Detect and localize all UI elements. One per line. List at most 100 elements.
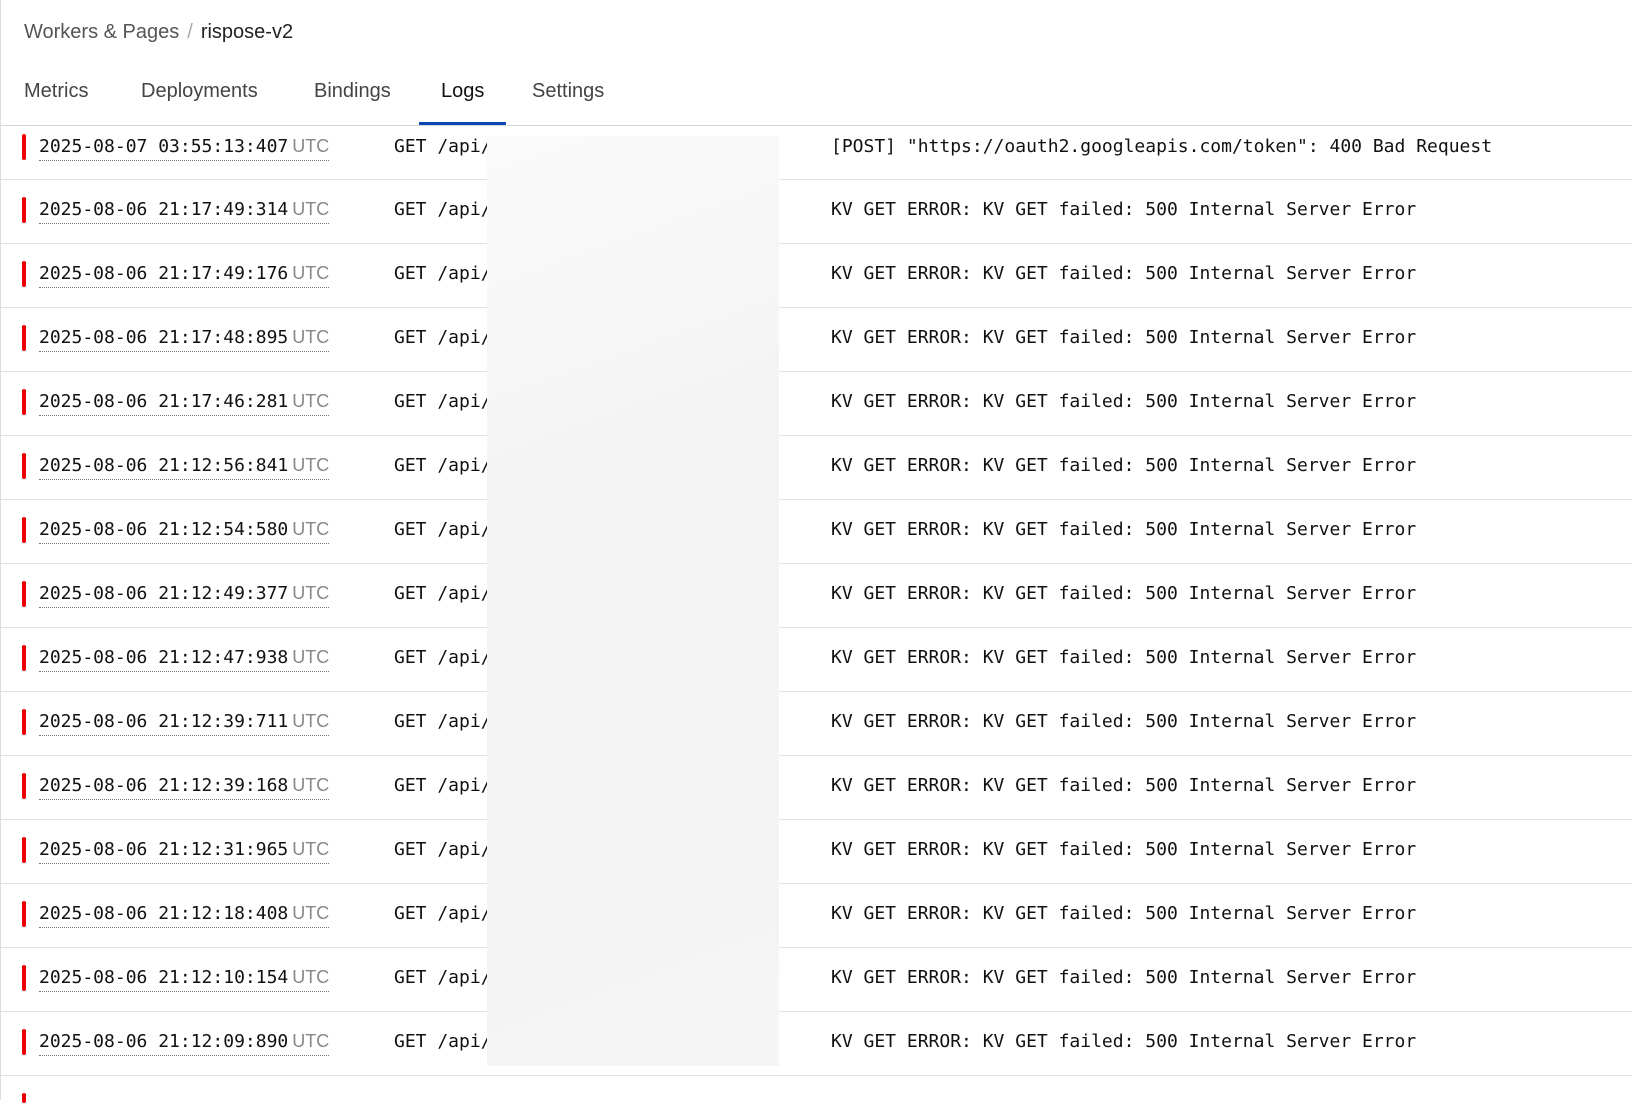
log-timestamp[interactable]: 2025-08-07 03:55:13:407 UTC [39, 136, 330, 161]
log-timestamp[interactable]: 2025-08-06 21:12:39:168 UTC [39, 775, 330, 800]
timestamp-text: 2025-08-06 21:17:46:281 [39, 391, 289, 412]
error-indicator [22, 645, 26, 671]
timezone-label: UTC [292, 455, 330, 475]
breadcrumb-current: rispose-v2 [200, 21, 294, 43]
log-request: GET /api/ [394, 775, 492, 796]
log-timestamp[interactable]: 2025-08-06 21:12:49:377 UTC [39, 583, 330, 608]
log-row[interactable]: 2025-08-06 21:12:39:711 UTC GET /api/ KV … [1, 692, 1632, 756]
log-message: KV GET ERROR: KV GET failed: 500 Interna… [831, 839, 1417, 860]
log-row[interactable]: 2025-08-06 21:17:49:176 UTC GET /api/ KV … [1, 244, 1632, 308]
log-message: KV GET ERROR: KV GET failed: 500 Interna… [831, 391, 1417, 412]
timezone-label: UTC [292, 839, 330, 859]
timestamp-text: 2025-08-06 21:12:31:965 [39, 839, 289, 860]
log-row[interactable]: 2025-08-06 21:17:48:895 UTC GET /api/ KV … [1, 308, 1632, 372]
timestamp-text: 2025-08-06 21:17:48:895 [39, 327, 289, 348]
timestamp-text: 2025-08-06 21:17:49:176 [39, 263, 289, 284]
timezone-label: UTC [292, 967, 330, 987]
error-indicator [22, 773, 26, 799]
log-row[interactable]: 2025-08-06 21:12:54:580 UTC GET /api/ KV … [1, 500, 1632, 564]
timezone-label: UTC [292, 519, 330, 539]
log-row[interactable]: 2025-08-06 21:12:47:938 UTC GET /api/ KV … [1, 628, 1632, 692]
log-message: KV GET ERROR: KV GET failed: 500 Interna… [831, 903, 1417, 924]
log-message: KV GET ERROR: KV GET failed: 500 Interna… [831, 455, 1417, 476]
log-row[interactable]: 2025-08-06 21:17:49:314 UTC GET /api/ KV … [1, 180, 1632, 244]
log-timestamp[interactable]: 2025-08-06 21:12:54:580 UTC [39, 519, 330, 544]
log-timestamp[interactable]: 2025-08-06 21:17:49:314 UTC [39, 199, 330, 224]
log-request: GET /api/ [394, 1031, 492, 1052]
timestamp-text: 2025-08-06 21:12:47:938 [39, 647, 289, 668]
timestamp-text: 2025-08-06 21:12:39:711 [39, 711, 289, 732]
timezone-label: UTC [292, 391, 330, 411]
log-timestamp[interactable]: 2025-08-06 21:12:10:154 UTC [39, 967, 330, 992]
timestamp-text: 2025-08-06 21:12:54:580 [39, 519, 289, 540]
error-indicator [22, 1029, 26, 1055]
tab-metrics[interactable]: Metrics [24, 80, 89, 102]
log-message: KV GET ERROR: KV GET failed: 500 Interna… [831, 711, 1417, 732]
log-timestamp[interactable]: 2025-08-06 21:17:49:176 UTC [39, 263, 330, 288]
log-row[interactable]: 2025-08-06 21:12:56:841 UTC GET /api/ KV … [1, 436, 1632, 500]
log-row[interactable]: 2025-08-07 03:55:13:407 UTC GET /api/ [PO… [1, 126, 1632, 180]
log-row[interactable]: 2025-08-06 21:12:10:154 UTC GET /api/ KV … [1, 948, 1632, 1012]
error-indicator [22, 581, 26, 607]
log-row[interactable]: 2025-08-06 21:12:31:965 UTC GET /api/ KV … [1, 820, 1632, 884]
log-request: GET /api/ [394, 199, 492, 220]
log-timestamp[interactable]: 2025-08-06 21:12:31:965 UTC [39, 839, 330, 864]
log-timestamp[interactable]: 2025-08-06 21:12:09:890 UTC [39, 1031, 330, 1056]
log-row[interactable]: 2025-08-06 21:12:49:377 UTC GET /api/ KV … [1, 564, 1632, 628]
timezone-label: UTC [292, 903, 330, 923]
error-indicator [22, 453, 26, 479]
error-indicator [22, 965, 26, 991]
tab-bindings[interactable]: Bindings [314, 80, 391, 102]
log-request: GET /api/ [394, 327, 492, 348]
error-indicator [22, 709, 26, 735]
error-indicator [22, 325, 26, 351]
log-message: KV GET ERROR: KV GET failed: 500 Interna… [831, 583, 1417, 604]
tab-bar: Metrics Deployments Bindings Logs Settin… [1, 70, 1632, 126]
timezone-label: UTC [292, 199, 330, 219]
log-message: KV GET ERROR: KV GET failed: 500 Interna… [831, 967, 1417, 988]
timestamp-text: 2025-08-06 21:17:49:314 [39, 199, 289, 220]
timezone-label: UTC [292, 1031, 330, 1051]
breadcrumb-separator: / [187, 21, 193, 43]
log-timestamp[interactable]: 2025-08-06 21:17:46:281 UTC [39, 391, 330, 416]
log-message: KV GET ERROR: KV GET failed: 500 Interna… [831, 327, 1417, 348]
error-indicator [22, 901, 26, 927]
log-request: GET /api/ [394, 263, 492, 284]
breadcrumb: Workers & Pages / rispose-v2 [24, 21, 293, 44]
log-request: GET /api/ [394, 711, 492, 732]
error-indicator [22, 389, 26, 415]
error-indicator [22, 837, 26, 863]
log-message: KV GET ERROR: KV GET failed: 500 Interna… [831, 519, 1417, 540]
timestamp-text: 2025-08-06 21:12:39:168 [39, 775, 289, 796]
log-message: [POST] "https://oauth2.googleapis.com/to… [831, 136, 1493, 157]
log-request: GET /api/ [394, 647, 492, 668]
log-timestamp[interactable]: 2025-08-06 21:17:48:895 UTC [39, 327, 330, 352]
log-request: GET /api/ [394, 136, 492, 157]
tab-settings[interactable]: Settings [532, 80, 605, 102]
log-row[interactable]: 2025-08-06 21:12:39:168 UTC GET /api/ KV … [1, 756, 1632, 820]
tab-deployments[interactable]: Deployments [141, 80, 258, 102]
tab-logs[interactable]: Logs [419, 80, 507, 125]
log-request: GET /api/ [394, 839, 492, 860]
timestamp-text: 2025-08-06 21:12:09:890 [39, 1031, 289, 1052]
error-indicator [22, 197, 26, 223]
log-request: GET /api/ [394, 519, 492, 540]
timestamp-text: 2025-08-07 03:55:13:407 [39, 136, 289, 157]
timestamp-text: 2025-08-06 21:12:10:154 [39, 967, 289, 988]
timezone-label: UTC [292, 136, 330, 156]
log-timestamp[interactable]: 2025-08-06 21:12:18:408 UTC [39, 903, 330, 928]
log-row[interactable]: 2025-08-06 21:17:46:281 UTC GET /api/ KV … [1, 372, 1632, 436]
breadcrumb-parent-link[interactable]: Workers & Pages [24, 21, 180, 43]
log-timestamp[interactable]: 2025-08-06 21:12:56:841 UTC [39, 455, 330, 480]
timezone-label: UTC [292, 263, 330, 283]
timezone-label: UTC [292, 327, 330, 347]
log-row[interactable]: 2025-08-06 21:12:09:890 UTC GET /api/ KV … [1, 1012, 1632, 1076]
timezone-label: UTC [292, 647, 330, 667]
timestamp-text: 2025-08-06 21:12:49:377 [39, 583, 289, 604]
log-list: 2025-08-07 03:55:13:407 UTC GET /api/ [PO… [1, 126, 1632, 1076]
log-timestamp[interactable]: 2025-08-06 21:12:47:938 UTC [39, 647, 330, 672]
log-request: GET /api/ [394, 455, 492, 476]
log-timestamp[interactable]: 2025-08-06 21:12:39:711 UTC [39, 711, 330, 736]
log-row[interactable]: 2025-08-06 21:12:18:408 UTC GET /api/ KV … [1, 884, 1632, 948]
log-message: KV GET ERROR: KV GET failed: 500 Interna… [831, 199, 1417, 220]
